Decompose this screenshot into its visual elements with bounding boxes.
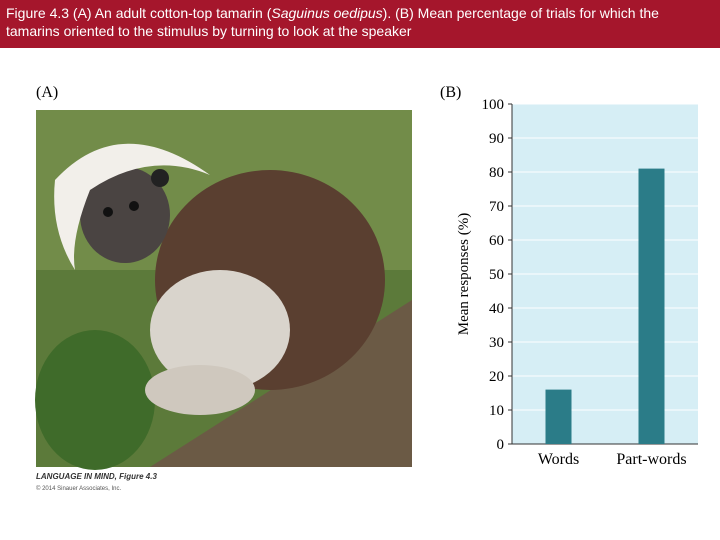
y-tick-label: 50 — [489, 267, 504, 283]
y-tick-label: 30 — [489, 335, 504, 351]
panel-label: (B) — [440, 84, 461, 101]
caption-text: ). (B) Mean percentage of trials for whi… — [6, 5, 659, 39]
y-tick-label: 60 — [489, 233, 504, 249]
x-tick-label: Words — [538, 451, 579, 468]
y-axis-label: Mean responses (%) — [456, 213, 472, 335]
y-tick-label: 80 — [489, 165, 504, 181]
y-tick-label: 10 — [489, 403, 504, 419]
credit-title: LANGUAGE IN MIND, Figure 4.3 — [36, 472, 157, 481]
credit-copyright: © 2014 Sinauer Associates, Inc. — [36, 485, 121, 492]
bar — [545, 389, 572, 444]
caption: Figure 4.3 (A) An adult cotton-top tamar… — [0, 0, 720, 48]
caption-text: Figure 4.3 (A) An adult cotton-top tamar… — [6, 5, 272, 21]
y-tick-label: 90 — [489, 131, 504, 147]
panel-label: (A) — [36, 84, 58, 101]
photo — [35, 110, 412, 470]
x-tick-label: Part-words — [616, 451, 686, 468]
y-tick-label: 0 — [497, 437, 505, 453]
bar — [638, 168, 665, 444]
y-tick-label: 70 — [489, 199, 504, 215]
y-tick-label: 20 — [489, 369, 504, 385]
caption-species: Saguinus oedipus — [271, 5, 383, 21]
y-tick-label: 40 — [489, 301, 504, 317]
y-tick-label: 100 — [482, 97, 505, 113]
